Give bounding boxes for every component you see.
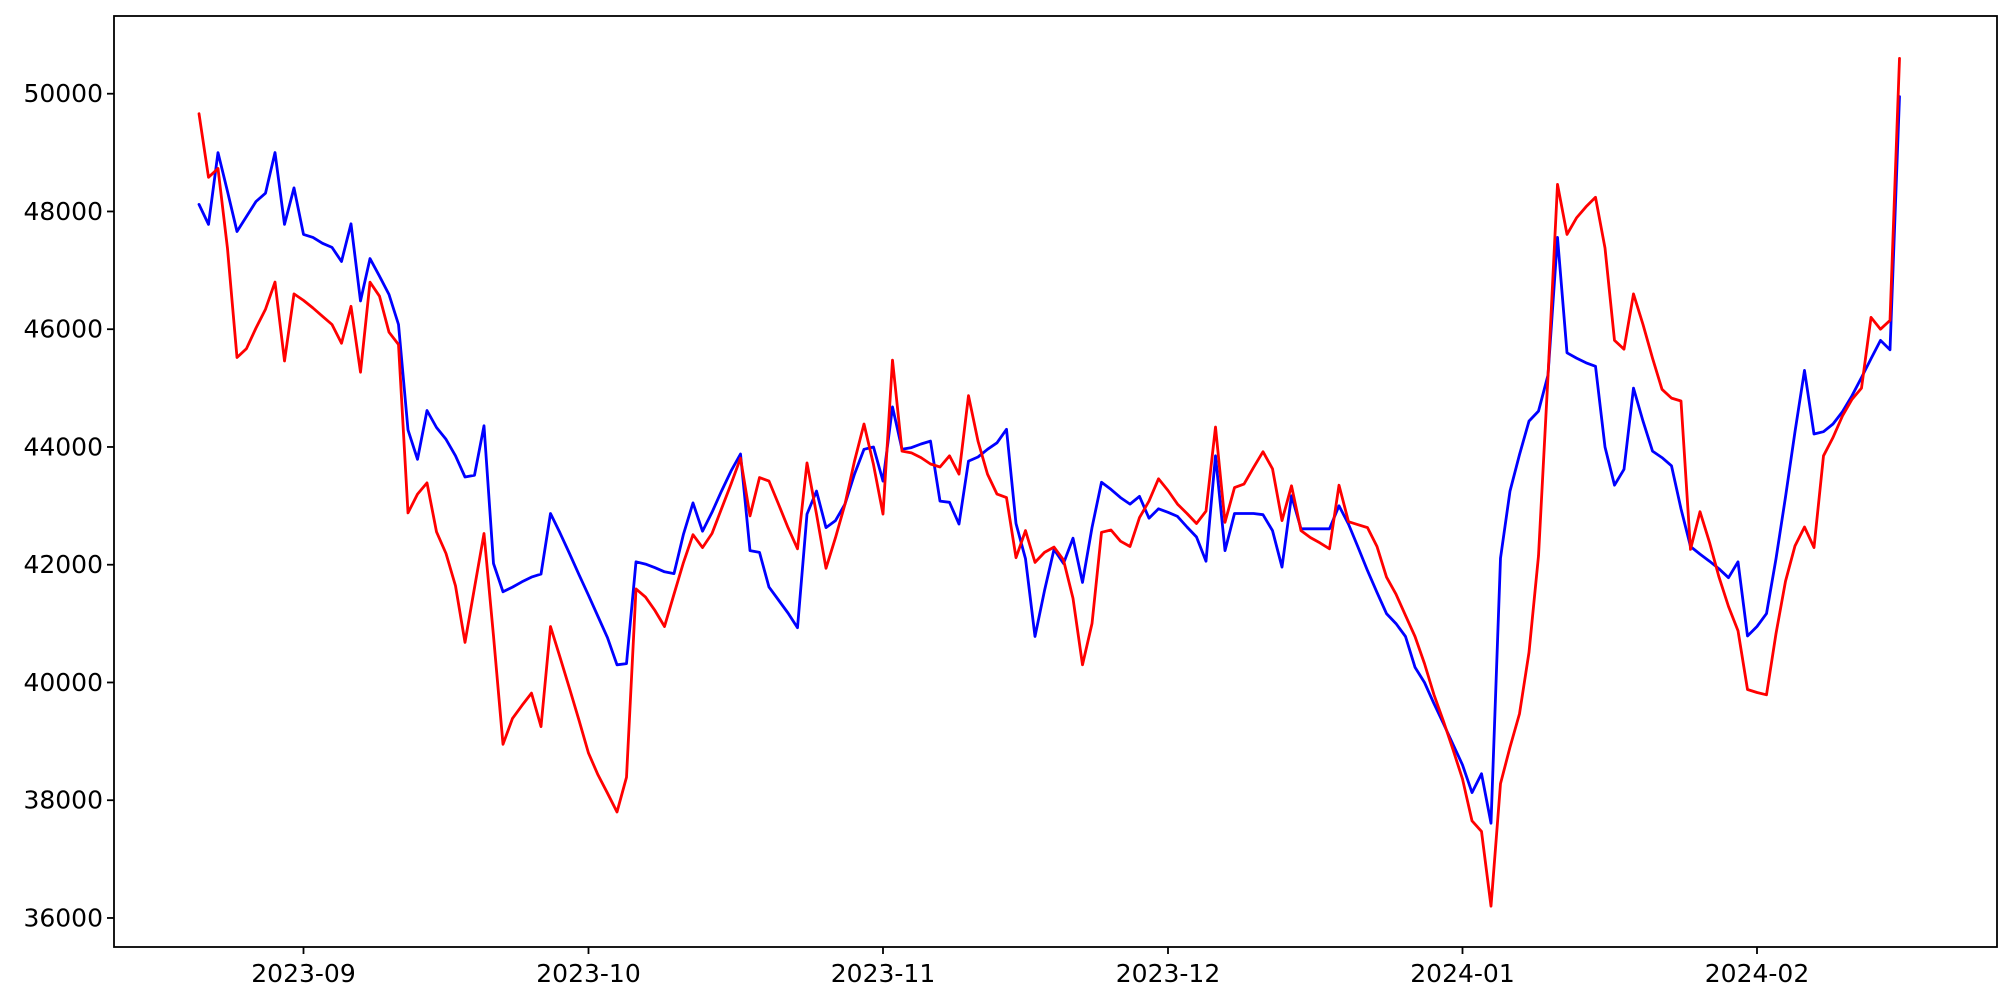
x-tick-label: 2023-11 [831, 959, 935, 988]
y-tick-label: 46000 [23, 315, 103, 344]
series-group [197, 57, 1901, 908]
x-tick-label: 2023-09 [251, 959, 355, 988]
y-axis: 36000 38000 40000 42000 44000 46000 48000 50000 [23, 79, 114, 932]
y-tick-label: 44000 [23, 432, 103, 461]
x-tick-label: 2024-01 [1410, 959, 1514, 988]
y-tick-label: 38000 [23, 786, 103, 815]
x-tick-label: 2024-02 [1705, 959, 1809, 988]
y-tick-label: 48000 [23, 197, 103, 226]
red-series-line [197, 57, 1901, 908]
y-tick-label: 50000 [23, 79, 103, 108]
x-tick-label: 2023-10 [536, 959, 640, 988]
x-tick-label: 2023-12 [1116, 959, 1220, 988]
plot-area-border [113, 15, 1998, 948]
blue-series-line [197, 95, 1901, 825]
y-tick-label: 40000 [23, 668, 103, 697]
y-tick-label: 42000 [23, 550, 103, 579]
x-axis: 2023-09 2023-10 2023-11 2023-12 2024-01 2024-… [251, 947, 1809, 988]
y-tick-label: 36000 [23, 903, 103, 932]
